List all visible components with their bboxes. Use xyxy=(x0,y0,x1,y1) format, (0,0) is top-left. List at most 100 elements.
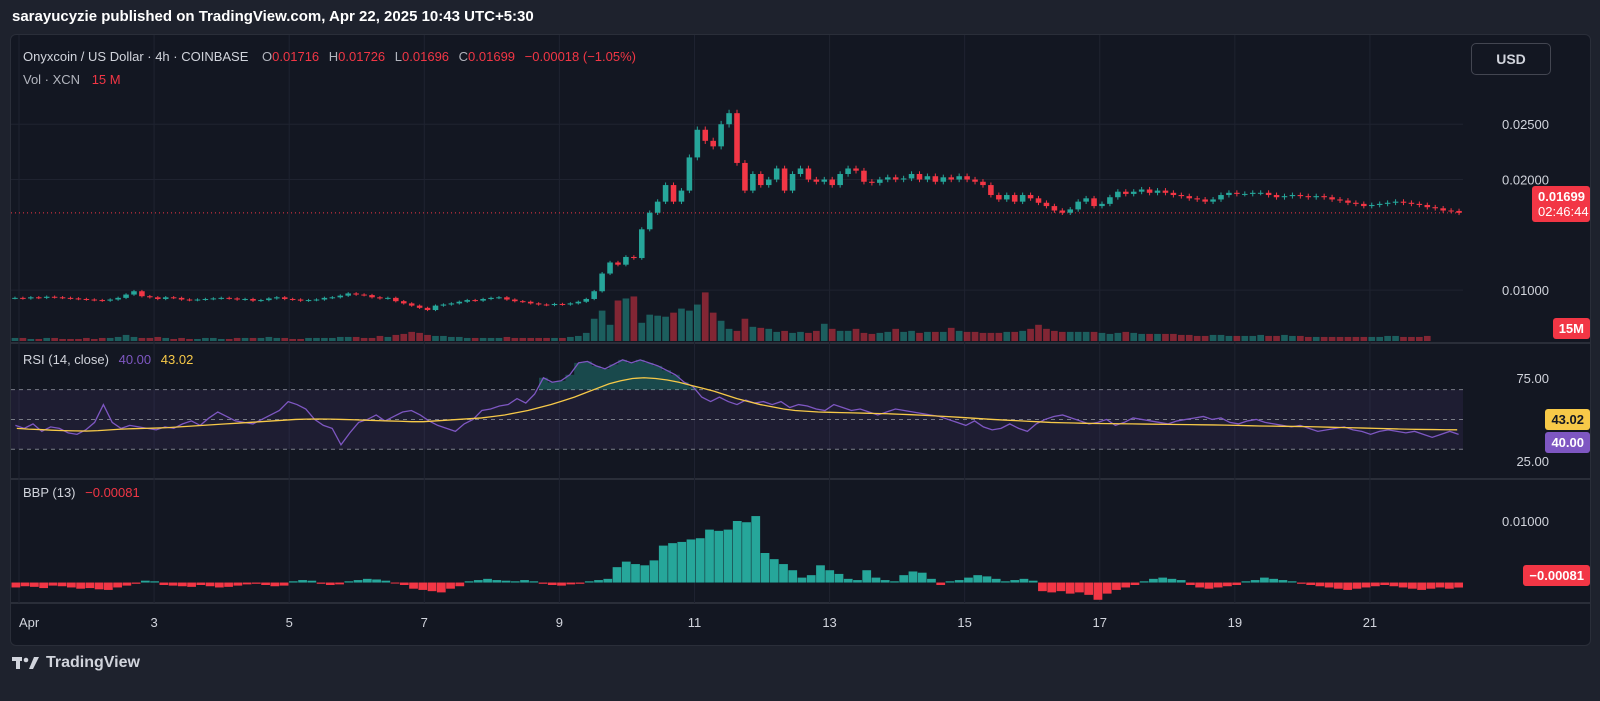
volume-bar xyxy=(281,337,289,341)
bbp-bar xyxy=(1112,582,1121,590)
rsi-label[interactable]: RSI (14, close) xyxy=(23,352,109,367)
candle-body xyxy=(1345,200,1351,203)
bbp-bar xyxy=(418,582,428,590)
bbp-bar xyxy=(11,582,21,588)
low-key: L xyxy=(394,49,403,64)
bbp-bar xyxy=(1334,582,1343,589)
bbp-bar xyxy=(1278,580,1288,583)
countdown-value: 02:46:44 xyxy=(1538,204,1589,219)
volume-bar xyxy=(19,337,27,341)
volume-bar xyxy=(360,337,368,341)
bbp-bar xyxy=(751,516,761,583)
candle-body xyxy=(956,176,962,180)
volume-bar xyxy=(1297,335,1304,341)
volume-bar xyxy=(1241,335,1249,341)
volume-bar xyxy=(662,316,669,341)
candle-body xyxy=(321,297,328,300)
x-axis-label: 11 xyxy=(688,615,702,630)
bbp-bar xyxy=(251,582,261,584)
x-axis-label: 17 xyxy=(1093,615,1107,630)
volume-bar xyxy=(765,328,773,341)
volume-bar xyxy=(471,337,479,341)
volume-bar xyxy=(1058,331,1066,341)
volume-bar xyxy=(90,338,98,341)
bbp-label[interactable]: BBP (13) xyxy=(23,485,76,500)
bbp-bar xyxy=(908,571,918,583)
bbp-bar xyxy=(973,575,983,583)
bbp-bar xyxy=(1223,582,1232,587)
bbp-bar xyxy=(816,565,825,583)
bbp-bar xyxy=(880,580,890,583)
x-axis-label: 7 xyxy=(421,615,428,630)
chart-frame[interactable]: Apr 3 5 7 9 11 13 15 17 19 21 0.02500 0.02000 0.01000… xyxy=(10,34,1591,646)
candle-body xyxy=(829,179,835,186)
rsi-ma-line xyxy=(16,377,1458,432)
volume-bar xyxy=(83,337,90,341)
candle-body xyxy=(916,174,923,180)
bbp-bar xyxy=(1426,582,1436,589)
volume-bar xyxy=(194,338,201,341)
candle-body xyxy=(1384,202,1391,204)
candle-body xyxy=(726,113,732,125)
volume-label[interactable]: Vol · XCN xyxy=(23,72,81,87)
x-axis-label: 5 xyxy=(286,615,293,630)
volume-bar xyxy=(797,331,804,341)
candle-body xyxy=(765,179,772,186)
volume-bar xyxy=(725,328,733,341)
bbp-bar xyxy=(788,570,798,583)
bbp-bar xyxy=(538,582,548,584)
volume-bar xyxy=(424,334,431,341)
volume-bar xyxy=(1320,336,1328,341)
chart-canvas[interactable]: Apr 3 5 7 9 11 13 15 17 19 21 0.02500 0.02000 0.01000… xyxy=(11,35,1590,645)
candle-body xyxy=(131,291,137,295)
candle-body xyxy=(932,176,939,182)
rsi-overbought-fill xyxy=(539,359,698,390)
bbp-bar xyxy=(436,582,446,593)
rsi-ma-tag: 43.02 xyxy=(1545,409,1590,430)
bbp-bar xyxy=(214,582,224,588)
candle-body xyxy=(456,301,463,304)
volume-bar xyxy=(820,323,828,341)
candle-body xyxy=(1392,201,1399,203)
candle-body xyxy=(750,174,756,191)
volume-bar xyxy=(1233,335,1241,341)
bbp-bar xyxy=(409,582,418,589)
volume-bar xyxy=(924,331,931,341)
change-value: −0.00018 (−1.05%) xyxy=(524,49,636,64)
volume-bar xyxy=(1177,334,1185,341)
candle-body xyxy=(1400,201,1407,203)
currency-button[interactable]: USD xyxy=(1471,43,1551,75)
candle-body xyxy=(1416,203,1423,205)
volume-bar xyxy=(1106,333,1114,341)
bbp-bar xyxy=(1269,578,1279,583)
volume-bar xyxy=(1273,335,1280,341)
volume-bar xyxy=(352,336,360,341)
candle-body xyxy=(1273,195,1280,198)
symbol-title[interactable]: Onyxcoin / US Dollar · 4h · COINBASE xyxy=(23,49,249,64)
volume-bar xyxy=(1138,333,1145,341)
candle-body xyxy=(202,298,209,300)
footer-brand[interactable]: TradingView xyxy=(12,654,140,672)
candle-body xyxy=(797,168,804,175)
bbp-bar xyxy=(797,577,807,583)
bbp-legend: BBP (13) −0.00081 xyxy=(23,485,140,500)
volume-bar xyxy=(939,331,947,341)
candle-body xyxy=(59,297,66,299)
candle-body xyxy=(1170,192,1177,196)
candle-body xyxy=(242,298,248,300)
bbp-bar xyxy=(140,580,150,583)
candle-body xyxy=(670,185,677,202)
bbp-bar xyxy=(85,582,95,589)
candle-body xyxy=(1138,189,1145,192)
bbp-bar xyxy=(1250,580,1260,583)
volume-bar xyxy=(852,328,860,341)
bbp-bar xyxy=(39,582,48,589)
volume-bar xyxy=(1384,335,1391,341)
volume-bar xyxy=(1304,336,1312,341)
volume-bar xyxy=(1003,331,1011,341)
bbp-bar xyxy=(242,582,252,585)
volume-bar xyxy=(51,337,58,341)
bbp-bar xyxy=(187,582,196,587)
volume-bar xyxy=(1114,332,1122,341)
volume-bar xyxy=(836,330,844,341)
